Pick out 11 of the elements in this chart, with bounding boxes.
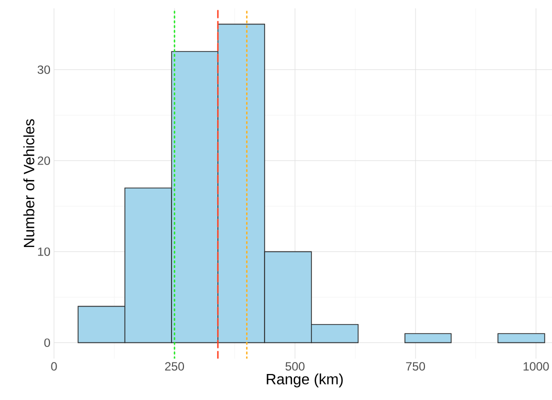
x-tick-label: 500: [286, 362, 305, 371]
y-tick-label: 10: [38, 247, 50, 256]
x-tick-label: 0: [51, 362, 57, 371]
x-tick-label: 1000: [524, 362, 549, 371]
y-tick-label: 30: [38, 65, 50, 74]
y-axis-title: Number of Vehicles: [23, 119, 34, 248]
y-tick-label: 20: [38, 156, 50, 165]
y-tick-label: 0: [44, 338, 50, 347]
x-axis-title: Range (km): [266, 373, 343, 388]
x-tick-label: 750: [406, 362, 426, 371]
x-tick-label: 250: [165, 362, 184, 371]
